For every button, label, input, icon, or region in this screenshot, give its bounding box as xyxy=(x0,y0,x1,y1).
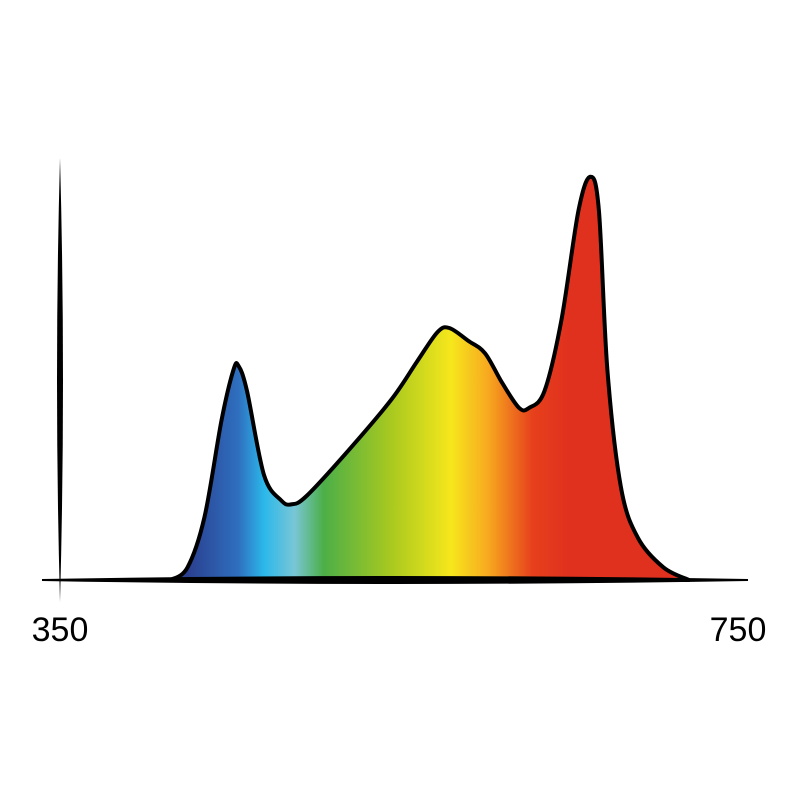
x-axis xyxy=(41,576,749,584)
y-axis xyxy=(57,158,63,602)
spectrum-area xyxy=(168,174,691,582)
x-tick-label-750: 750 xyxy=(710,611,767,649)
x-tick-label-350: 350 xyxy=(32,611,89,649)
